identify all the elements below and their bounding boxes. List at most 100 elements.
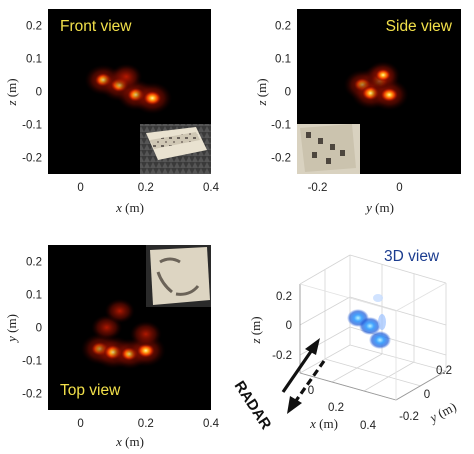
top-view-x-tick-label: 0.4 (203, 418, 220, 430)
top-view-hotspots (80, 298, 166, 370)
3d-view-blob (369, 331, 391, 349)
3d-view-x-axis-label: x (m) (309, 416, 338, 431)
3d-view-y-axis-unit: (m) (435, 399, 459, 421)
front-view-y-tick-label: 0.2 (26, 21, 42, 33)
front-view-x-axis-var: x (115, 200, 122, 215)
3d-view-z-axis-label: z (m) (248, 316, 263, 344)
3d-view-blobs (347, 294, 391, 349)
radar-tx-arrowhead (305, 338, 320, 355)
side-view-x-ticks: -0.2 0 (308, 182, 403, 194)
side-view-panel: Side view -0.2 0 0.2 0.1 0 -0.1 -0.2 y (m) z … (254, 9, 461, 215)
front-view-x-tick-label: 0.4 (203, 182, 220, 194)
side-view-hotspot (380, 87, 399, 103)
3d-view-x-tick-label: 0.2 (328, 402, 344, 414)
front-view-x-tick-label: 0.2 (138, 182, 154, 194)
front-view-hotspot (143, 90, 162, 106)
side-view-y-tick-label: 0.2 (275, 21, 291, 33)
top-view-y-axis-var: y (4, 336, 19, 344)
side-view-x-axis-label: y (m) (364, 200, 394, 215)
top-view-y-axis-label: y (m) (4, 314, 19, 344)
front-view-inset-photo (140, 124, 211, 174)
side-view-hotspots (343, 61, 409, 111)
side-view-label: Side view (386, 18, 453, 35)
top-view-y-tick-label: 0.2 (26, 257, 42, 269)
top-view-x-axis-unit: (m) (125, 434, 144, 449)
side-view-x-axis-var: y (364, 200, 372, 215)
top-view-x-tick-label: 0.2 (138, 418, 154, 430)
top-view-x-axis-label: x (m) (115, 434, 144, 449)
3d-view-blob-faint (373, 294, 383, 302)
front-view-y-axis-unit: (m) (4, 78, 19, 97)
3d-view-z-axis-var: z (248, 338, 263, 344)
radar-arrows (281, 338, 326, 414)
top-view-y-tick-label: 0.1 (26, 290, 42, 302)
top-view-x-ticks: 0 0.2 0.4 (77, 418, 219, 430)
front-view-x-axis-label: x (m) (115, 200, 144, 215)
front-view-y-axis-var: z (4, 100, 19, 106)
top-view-glow (129, 321, 162, 348)
3d-view-z-axis-unit: (m) (248, 316, 263, 335)
3d-view-z-tick-label: 0.2 (276, 291, 292, 303)
front-view-label: Front view (60, 18, 132, 35)
front-view-x-tick-label: 0 (77, 182, 83, 194)
3d-view-panel: 3D view 0.20-0.2 00.20.4 -0.200.2 z (m) … (231, 248, 459, 433)
top-view-glow (104, 298, 135, 324)
side-view-y-tick-label: 0 (285, 87, 291, 99)
side-view-y-tick-label: -0.2 (271, 153, 291, 165)
3d-view-y-tick-label: -0.2 (399, 411, 419, 423)
front-view-y-axis-label: z (m) (4, 78, 19, 106)
top-view-label: Top view (60, 382, 121, 399)
top-view-x-tick-label: 0 (77, 418, 83, 430)
front-view-y-ticks: 0.2 0.1 0 -0.1 -0.2 (22, 21, 42, 165)
3d-view-blob-faint (378, 314, 386, 330)
side-view-x-axis-unit: (m) (375, 200, 394, 215)
side-view-hotspot (375, 68, 392, 82)
side-view-y-axis-label: z (m) (254, 78, 269, 106)
front-view-y-tick-label: 0 (36, 87, 42, 99)
radar-tx-arrow-line (281, 346, 316, 393)
side-view-y-axis-unit: (m) (254, 78, 269, 97)
3d-view-y-tick-label: 0 (424, 389, 430, 401)
side-view-x-tick-label: -0.2 (308, 182, 328, 194)
top-view-y-ticks: 0.2 0.1 0 -0.1 -0.2 (22, 257, 42, 401)
front-view-x-axis-unit: (m) (125, 200, 144, 215)
radar-rx-arrow-line (291, 360, 326, 406)
3d-view-y-ticks: -0.2 0 0.2 (399, 365, 452, 423)
3d-view-label: 3D view (384, 248, 440, 265)
3d-view-y-axis-label: y (m) (425, 399, 458, 426)
top-view-x-axis-var: x (115, 434, 122, 449)
front-view-glow (110, 63, 143, 90)
front-view-panel: Front view 0 0.2 0.4 0.2 0.1 0 -0.1 -0.2 x (m)… (4, 9, 220, 215)
side-view-y-axis-var: z (254, 100, 269, 106)
top-view-inset-photo (146, 245, 211, 307)
3d-view-x-tick-label: 0.4 (360, 420, 377, 432)
side-view-inset-photo (297, 124, 360, 174)
radar-label: RADAR (231, 378, 275, 433)
top-view-hotspot (136, 343, 156, 359)
top-view-y-tick-label: -0.1 (22, 356, 42, 368)
top-view-panel: Top view 0 0.2 0.4 0.2 0.1 0 -0.1 -0.2 x (m) y… (4, 245, 220, 449)
3d-view-z-ticks: 0.2 0 -0.2 (272, 291, 292, 362)
3d-view-y-tick-label: 0.2 (436, 365, 452, 377)
top-view-y-tick-label: -0.2 (22, 389, 42, 401)
front-view-y-tick-label: -0.2 (22, 153, 42, 165)
radar-rx-arrowhead (287, 396, 302, 414)
3d-view-z-tick-label: -0.2 (272, 350, 292, 362)
front-view-hotspots (84, 63, 173, 115)
side-view-x-tick-label: 0 (396, 182, 402, 194)
3d-view-x-axis-var: x (309, 416, 316, 431)
side-view-y-tick-label: 0.1 (275, 54, 291, 66)
3d-view-x-tick-label: 0 (308, 385, 314, 397)
3d-view-box-edges (299, 282, 447, 401)
top-view-y-axis-unit: (m) (4, 314, 19, 333)
front-view-y-tick-label: -0.1 (22, 120, 42, 132)
side-view-y-ticks: 0.2 0.1 0 -0.1 -0.2 (271, 21, 291, 165)
3d-view-x-ticks: 0 0.2 0.4 (308, 385, 377, 432)
3d-view-z-tick-label: 0 (286, 320, 292, 332)
top-view-y-tick-label: 0 (36, 323, 42, 335)
side-view-y-tick-label: -0.1 (271, 120, 291, 132)
front-view-x-ticks: 0 0.2 0.4 (77, 182, 219, 194)
3d-view-blob (359, 317, 381, 335)
